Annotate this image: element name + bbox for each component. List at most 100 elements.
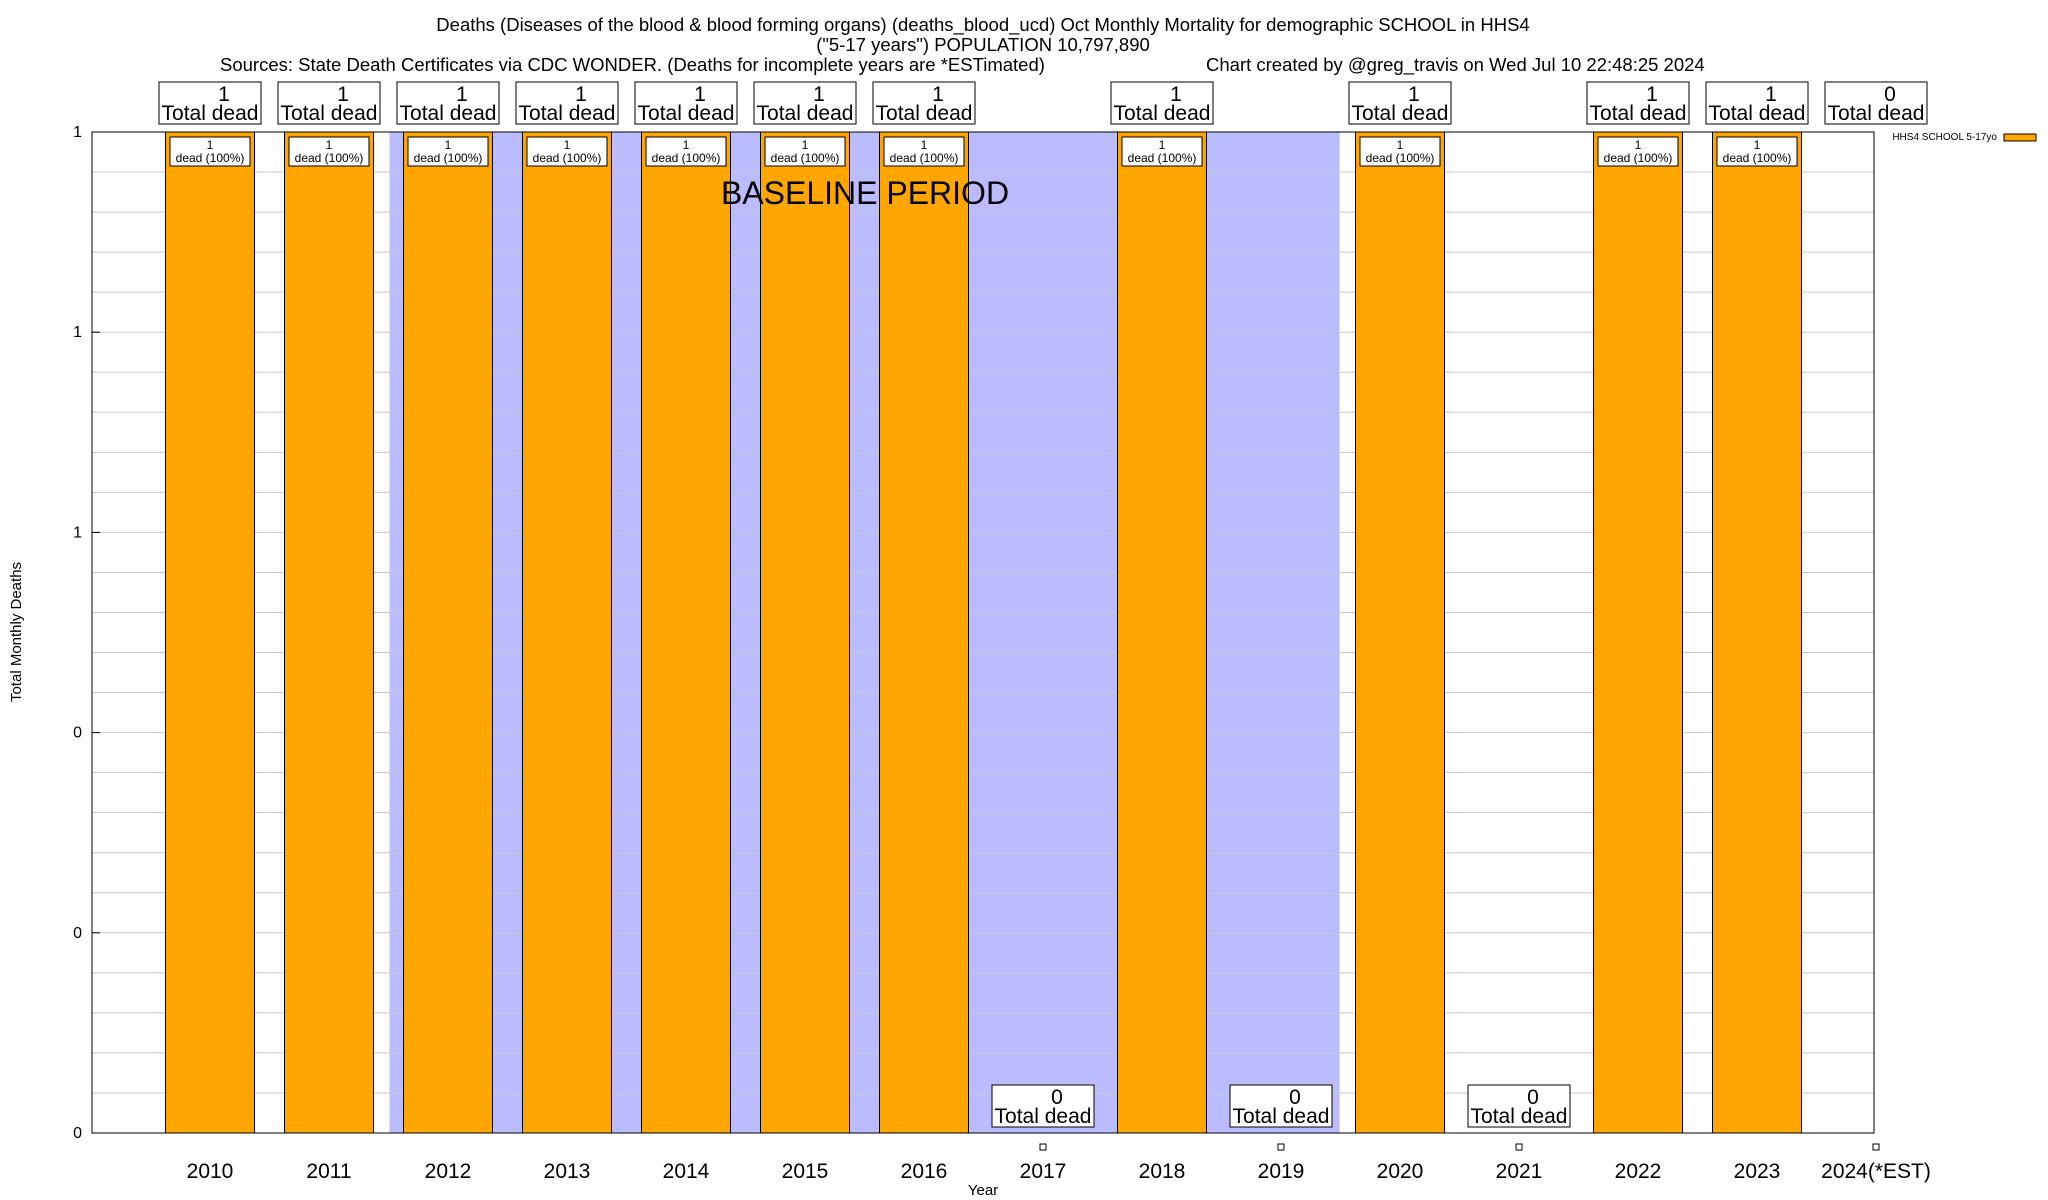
- bar: [879, 131, 969, 1134]
- x-tick-label: 2023: [1734, 1160, 1781, 1183]
- x-tick-label: 2016: [901, 1160, 948, 1183]
- bar: [1593, 131, 1683, 1134]
- chart-credit-line: Chart created by @greg_travis on Wed Jul…: [1206, 54, 1705, 76]
- y-tick-label: 0: [73, 1125, 82, 1142]
- total-label: Total dead: [281, 102, 378, 125]
- bar: [1712, 131, 1802, 1134]
- bar: [1117, 131, 1207, 1134]
- bar-label-text: dead (100%): [295, 151, 364, 165]
- x-tick-label: 2021: [1496, 1160, 1543, 1183]
- total-label: Total dead: [638, 102, 735, 125]
- total-label: Total dead: [1471, 1105, 1568, 1128]
- y-axis-label: Total Monthly Deaths: [8, 562, 25, 702]
- total-box: [396, 81, 500, 125]
- total-count: 1: [694, 83, 706, 106]
- x-tick-label: 2017: [1020, 1160, 1067, 1183]
- legend-series-label: HHS4 SCHOOL 5-17yo: [1892, 132, 1997, 143]
- bar-label-count: 1: [326, 138, 333, 152]
- y-tick-label: 1: [73, 124, 82, 141]
- x-tick-label: 2019: [1258, 1160, 1305, 1183]
- chart-title-line-1: Deaths (Diseases of the blood & blood fo…: [436, 14, 1529, 36]
- bar-label-count: 1: [445, 138, 452, 152]
- bar-label-count: 1: [1397, 138, 1404, 152]
- total-box: [1229, 1084, 1333, 1128]
- bar-label-text: dead (100%): [1366, 151, 1435, 165]
- chart-title-line-2: ("5-17 years") POPULATION 10,797,890: [816, 34, 1150, 55]
- bar-label-count: 1: [683, 138, 690, 152]
- total-count: 1: [1170, 83, 1182, 106]
- bar-label-text: dead (100%): [1128, 151, 1197, 165]
- bar: [522, 131, 612, 1134]
- bar: [284, 131, 374, 1134]
- bar-label-count: 1: [802, 138, 809, 152]
- bar-label-text: dead (100%): [533, 151, 602, 165]
- total-count: 0: [1289, 1086, 1301, 1109]
- bar-label-box: [645, 136, 727, 167]
- bar-label-count: 1: [1159, 138, 1166, 152]
- total-box: [1824, 81, 1928, 125]
- bar-label-text: dead (100%): [771, 151, 840, 165]
- total-count: 1: [456, 83, 468, 106]
- total-box: [1705, 81, 1809, 125]
- total-count: 1: [932, 83, 944, 106]
- y-tick-label: 1: [73, 324, 82, 341]
- total-count: 0: [1051, 1086, 1063, 1109]
- total-count: 0: [1884, 83, 1896, 106]
- bar-label-text: dead (100%): [176, 151, 245, 165]
- total-box: [872, 81, 976, 125]
- zero-marker: [1872, 1143, 1880, 1151]
- x-tick-label: 2011: [306, 1160, 351, 1183]
- x-tick-label: 2022: [1615, 1160, 1662, 1183]
- total-label: Total dead: [1709, 102, 1806, 125]
- total-box: [991, 1084, 1095, 1128]
- bar-label-box: [526, 136, 608, 167]
- bar: [641, 131, 731, 1134]
- total-count: 1: [1408, 83, 1420, 106]
- total-count: 1: [813, 83, 825, 106]
- x-axis-label: Year: [968, 1182, 998, 1199]
- bar-label-box: [1597, 136, 1679, 167]
- x-tick-label: 2024(*EST): [1821, 1160, 1931, 1183]
- total-count: 1: [218, 83, 230, 106]
- total-count: 1: [1646, 83, 1658, 106]
- y-tick-label: 0: [73, 925, 82, 942]
- bar-label-box: [407, 136, 489, 167]
- x-tick-label: 2010: [187, 1160, 234, 1183]
- baseline-period-label: BASELINE PERIOD: [721, 175, 1009, 211]
- bar-label-text: dead (100%): [1723, 151, 1792, 165]
- bar-label-box: [1121, 136, 1203, 167]
- y-axis-ticks: 0 0 0 1 1 1: [73, 124, 100, 1142]
- zero-marker: [1039, 1143, 1047, 1151]
- bar: [1355, 131, 1445, 1134]
- bar: [403, 131, 493, 1134]
- chart-sources-line: Sources: State Death Certificates via CD…: [220, 54, 1045, 75]
- x-tick-label: 2014: [663, 1160, 710, 1183]
- bar-label-box: [764, 136, 846, 167]
- total-label: Total dead: [1590, 102, 1687, 125]
- x-tick-label: 2013: [544, 1160, 591, 1183]
- total-label: Total dead: [1114, 102, 1211, 125]
- total-box: [753, 81, 857, 125]
- total-box: [1586, 81, 1690, 125]
- bar-label-text: dead (100%): [652, 151, 721, 165]
- bar-label-count: 1: [921, 138, 928, 152]
- bar: [165, 131, 255, 1134]
- total-box: [1467, 1084, 1571, 1128]
- bar-label-box: [883, 136, 965, 167]
- total-label: Total dead: [1233, 1105, 1330, 1128]
- bar-label-count: 1: [1635, 138, 1642, 152]
- plot-frame: [91, 131, 1875, 1134]
- total-count: 1: [337, 83, 349, 106]
- zero-marker: [1277, 1143, 1285, 1151]
- total-label: Total dead: [162, 102, 259, 125]
- bar-label-text: dead (100%): [1604, 151, 1673, 165]
- total-box: [634, 81, 738, 125]
- bar-label-text: dead (100%): [414, 151, 483, 165]
- y-tick-label: 1: [73, 524, 82, 541]
- bar-label-text: dead (100%): [890, 151, 959, 165]
- x-tick-label: 2015: [782, 1160, 829, 1183]
- bar-label-count: 1: [207, 138, 214, 152]
- total-label: Total dead: [995, 1105, 1092, 1128]
- x-tick-label: 2018: [1139, 1160, 1186, 1183]
